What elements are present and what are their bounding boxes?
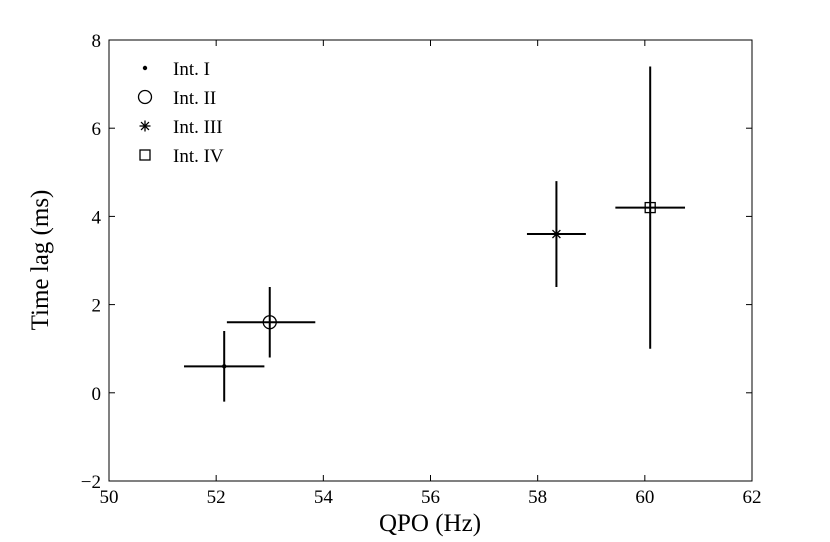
x-tick-label: 58 <box>528 487 547 508</box>
dot-marker <box>142 65 148 71</box>
data-marks <box>184 66 686 402</box>
x-tick-label: 56 <box>421 487 440 508</box>
legend-item: Int. III <box>139 117 223 138</box>
plot-area <box>108 39 753 482</box>
legend-label: Int. IV <box>173 146 224 167</box>
y-tick-label: 2 <box>92 296 102 317</box>
circle-marker <box>262 315 277 330</box>
y-axis-title: Time lag (ms) <box>27 190 54 331</box>
series-group <box>184 331 265 402</box>
axis-tick-labels: 50 52 54 56 58 60 62 −2 0 2 4 6 8 <box>81 31 762 508</box>
asterisk-stroke <box>140 121 150 131</box>
x-tick-label: 60 <box>635 487 654 508</box>
legend-item: Int. I <box>142 59 210 80</box>
legend-item: Int. II <box>137 88 216 109</box>
axis-ticks <box>108 39 753 482</box>
asterisk-marker <box>550 228 562 240</box>
series-group <box>526 181 586 287</box>
asterisk-stroke <box>552 229 561 239</box>
dot-marker <box>222 364 227 369</box>
y-tick-label: 0 <box>92 384 102 405</box>
legend-item: Int. IV <box>139 146 224 167</box>
x-tick-label: 62 <box>743 487 762 508</box>
asterisk-marker <box>139 120 151 132</box>
circle-marker <box>137 89 153 105</box>
legend-label: Int. I <box>173 59 210 80</box>
legend-label: Int. II <box>173 88 216 109</box>
square-marker <box>139 149 151 161</box>
x-tick-label: 50 <box>100 487 119 508</box>
y-tick-label: −2 <box>81 472 101 493</box>
series-group <box>615 66 686 349</box>
y-tick-label: 6 <box>92 119 102 140</box>
x-axis-title: QPO (Hz) <box>379 510 481 537</box>
series-group <box>226 286 316 358</box>
y-tick-label: 4 <box>92 207 102 228</box>
legend: Int. I Int. II Int. III Int. IV <box>137 59 224 167</box>
x-tick-label: 54 <box>314 487 334 508</box>
square-marker <box>644 201 656 214</box>
y-tick-label: 8 <box>92 31 102 52</box>
x-tick-label: 52 <box>207 487 226 508</box>
legend-label: Int. III <box>173 117 223 138</box>
